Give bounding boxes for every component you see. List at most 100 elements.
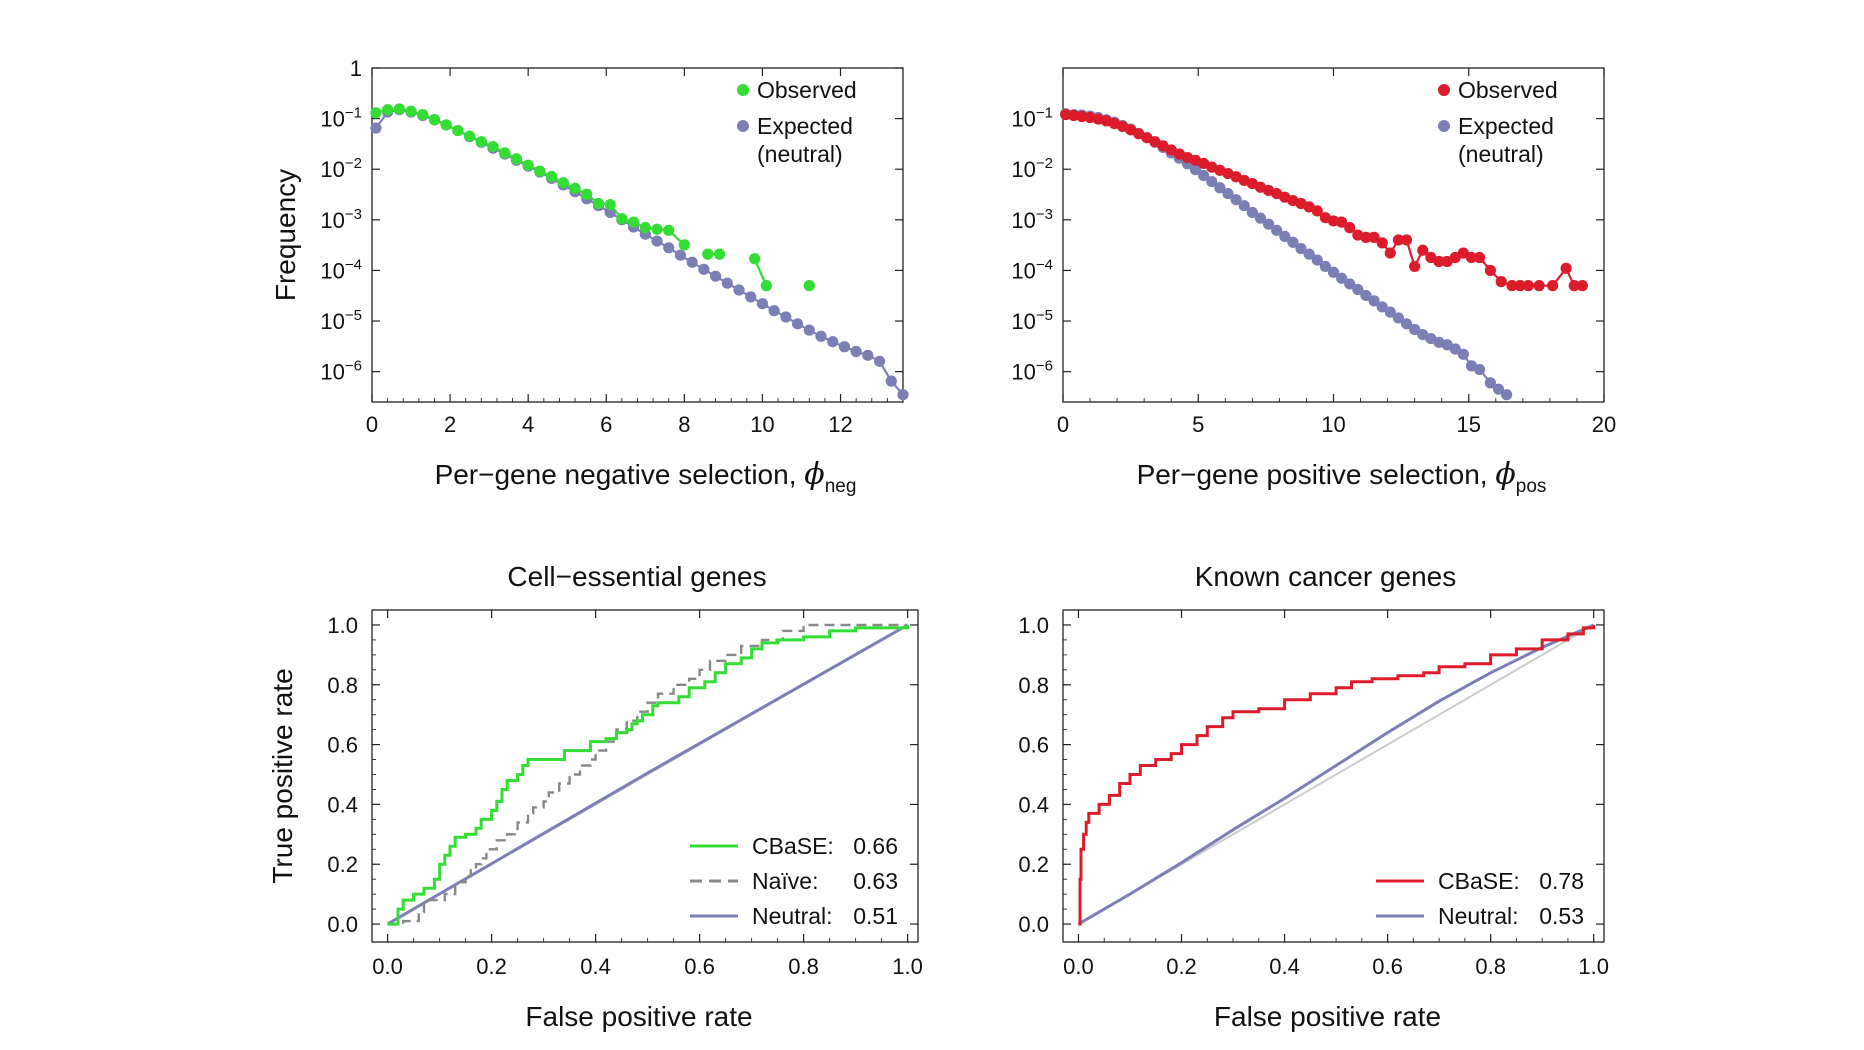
legend-marker <box>737 84 749 96</box>
y-tick-label: 10−4 <box>1011 256 1053 283</box>
data-point <box>1206 175 1218 188</box>
panel-title: Known cancer genes <box>1195 561 1457 592</box>
data-point <box>417 108 429 121</box>
y-tick-label: 10−2 <box>320 155 362 182</box>
data-point <box>1222 187 1234 200</box>
y-tick-label: 1.0 <box>327 613 358 638</box>
data-point <box>713 248 726 260</box>
data-point <box>663 242 675 254</box>
data-point <box>1522 280 1534 292</box>
data-point <box>1506 280 1518 292</box>
data-point <box>1303 248 1315 260</box>
data-point <box>1344 278 1356 290</box>
data-point <box>522 159 534 171</box>
y-tick-label: 1.0 <box>1018 613 1049 638</box>
series-expected <box>1060 108 1513 401</box>
data-point <box>745 291 757 303</box>
data-point <box>370 122 382 134</box>
legend-label: Observed <box>757 77 857 103</box>
data-point <box>1368 231 1380 243</box>
data-point <box>1495 276 1507 288</box>
y-tick-label: 10−3 <box>1011 206 1053 233</box>
data-point <box>709 270 722 282</box>
data-point <box>440 119 452 131</box>
series-line <box>1065 112 1508 396</box>
data-point <box>1409 323 1421 336</box>
data-point <box>1230 194 1242 206</box>
data-point <box>749 253 761 265</box>
x-axis-label: Per−gene negative selection, ϕneg <box>435 457 857 497</box>
data-point <box>1384 306 1396 318</box>
data-point <box>1400 318 1413 330</box>
y-tick-label: 0.0 <box>327 912 358 937</box>
legend-label-line2: (neutral) <box>1458 141 1544 167</box>
x-tick-label: 0.4 <box>580 954 611 979</box>
legend: Observed Expected(neutral) <box>1438 77 1558 167</box>
data-point <box>1198 169 1210 182</box>
data-point <box>756 298 769 310</box>
data-point <box>1384 247 1396 259</box>
y-tick-label: 0.8 <box>327 673 358 698</box>
x-tick-label: 5 <box>1192 412 1204 437</box>
data-point <box>733 284 745 296</box>
data-point <box>768 305 780 317</box>
data-point <box>1547 280 1559 292</box>
data-point <box>702 248 714 260</box>
data-point <box>791 318 804 330</box>
x-tick-label: 2 <box>444 412 456 437</box>
data-point <box>452 124 464 137</box>
data-point <box>1336 272 1348 284</box>
data-point <box>475 136 487 148</box>
data-point <box>1473 251 1486 264</box>
data-point <box>557 177 569 189</box>
panel-4: Known cancer genes 0.0 0.2 0.4 0.6 0.8 1.0 0.0 0… <box>1018 561 1609 1032</box>
data-point <box>405 105 417 117</box>
x-tick-label: 0 <box>366 412 378 437</box>
plot-frame <box>371 609 919 943</box>
x-axis-label: False positive rate <box>1214 1001 1441 1032</box>
data-point <box>1214 182 1226 194</box>
data-point <box>1336 216 1348 228</box>
panel-2: 0 5 10 15 20 10−1 10−2 10−3 10−4 10−5 10−6 Per−gene… <box>1011 67 1616 497</box>
data-point <box>546 170 558 183</box>
data-point <box>428 114 441 126</box>
data-point <box>1327 266 1340 278</box>
data-point <box>1254 212 1267 224</box>
data-point <box>1352 283 1364 296</box>
x-tick-label: 6 <box>600 412 612 437</box>
x-tick-label: 0 <box>1057 412 1069 437</box>
x-tick-label: 10 <box>750 412 774 437</box>
data-point <box>1279 230 1291 243</box>
data-point <box>1311 205 1323 217</box>
x-axis-label: False positive rate <box>525 1001 752 1032</box>
data-point <box>1400 234 1413 246</box>
data-point <box>885 375 897 387</box>
data-point <box>651 235 663 247</box>
legend-value: 0.53 <box>1539 903 1584 929</box>
y-tick-label: 10−2 <box>1011 155 1053 182</box>
data-point <box>1368 295 1380 307</box>
data-point <box>1271 224 1283 236</box>
y-axis-label: True positive rate <box>267 668 298 883</box>
data-point <box>1060 108 1072 121</box>
data-point <box>698 263 710 275</box>
data-point <box>674 249 687 261</box>
data-point <box>1076 110 1088 123</box>
data-point <box>464 130 476 142</box>
data-point <box>850 345 862 358</box>
data-point <box>1392 312 1405 324</box>
data-point <box>1449 343 1461 355</box>
data-point <box>370 107 382 119</box>
data-point <box>569 182 581 194</box>
legend-label: CBaSE: <box>1438 868 1520 894</box>
data-point <box>1246 206 1258 219</box>
legend: CBaSE: 0.78 Neutral: 0.53 <box>1376 868 1584 929</box>
data-point <box>862 349 874 361</box>
y-tick-label: 0.2 <box>1018 852 1049 877</box>
legend: CBaSE: 0.66 Naïve: 0.63 Neutral: 0.51 <box>690 833 898 929</box>
data-point <box>1568 280 1580 292</box>
y-tick-label: 10−1 <box>1011 105 1053 132</box>
data-point <box>592 197 605 210</box>
panel-1: 0 2 4 6 8 10 12 1 10−1 10−2 10−3 10−4 10−5 10−6 Freque… <box>270 56 909 497</box>
